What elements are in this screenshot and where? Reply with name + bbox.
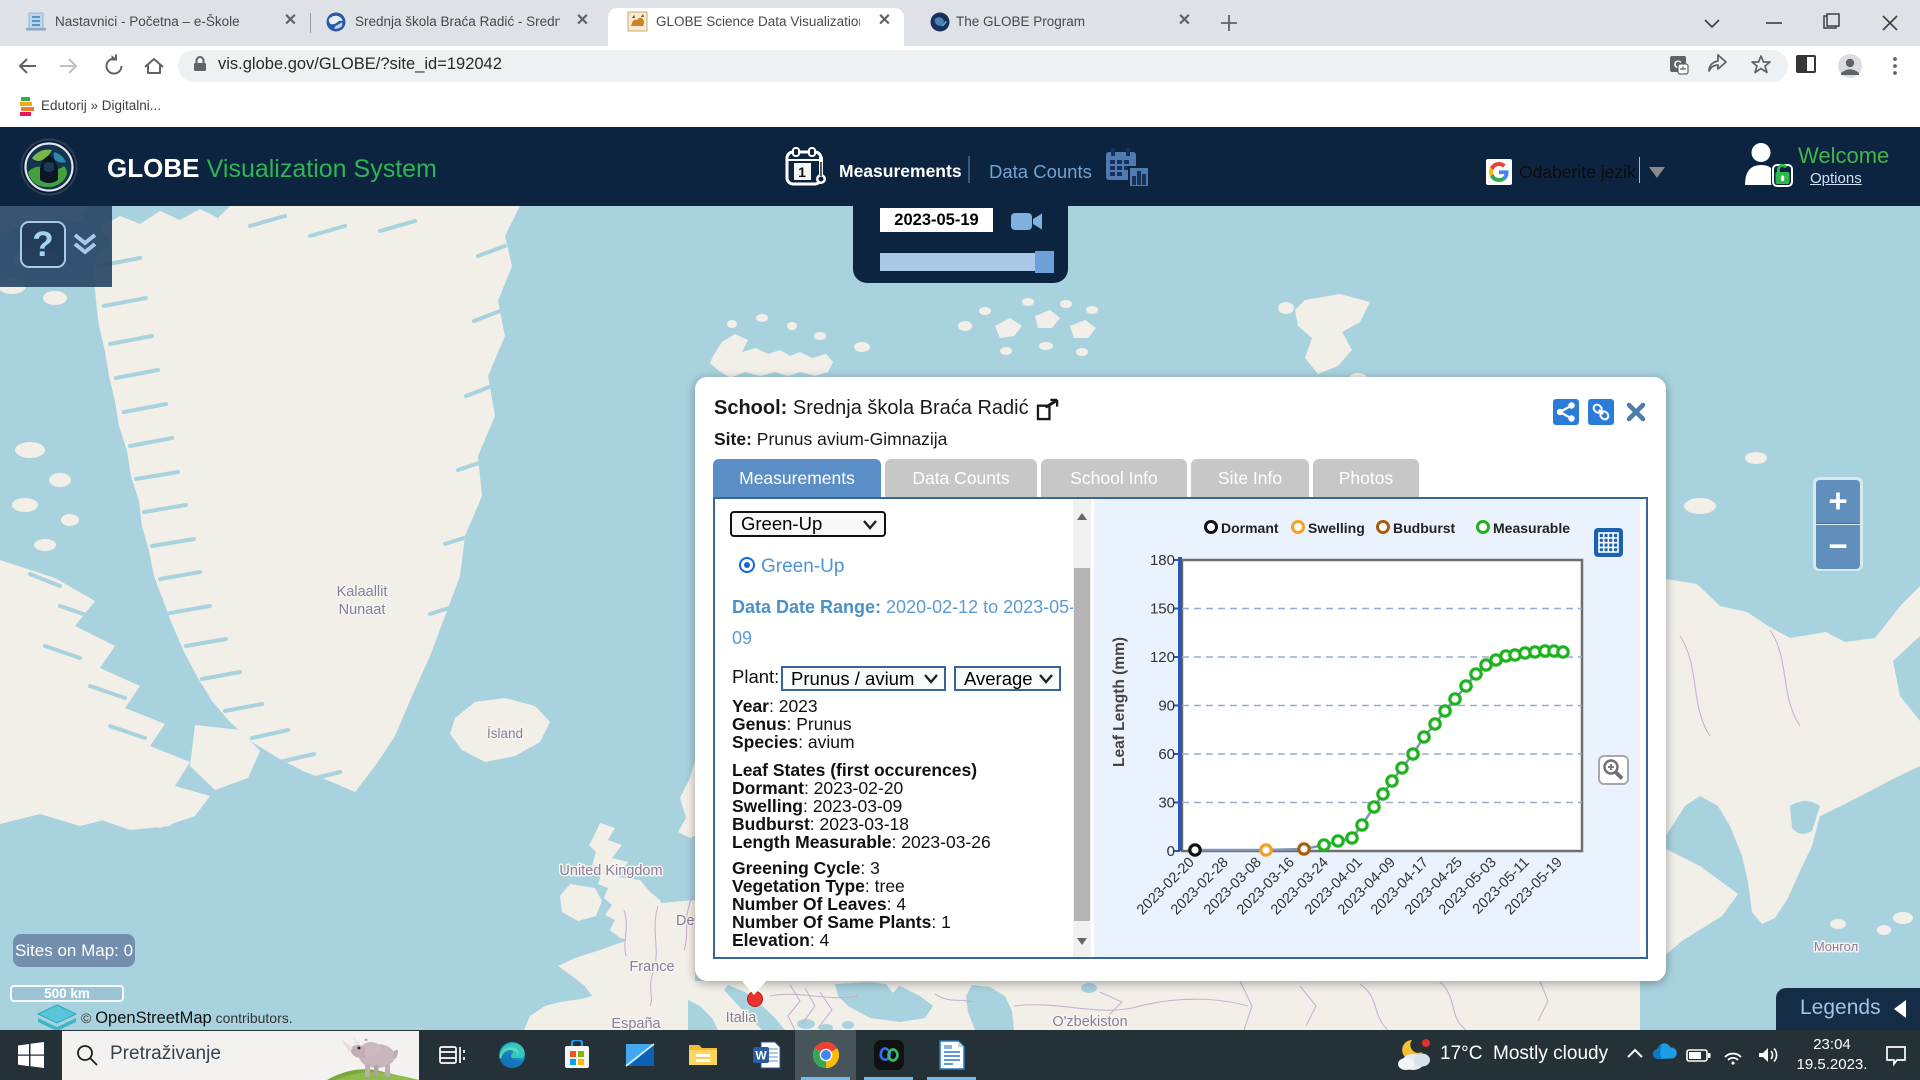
- svg-text:90: 90: [1158, 698, 1175, 715]
- svg-text:Italia: Italia: [726, 1010, 758, 1026]
- svg-text:0: 0: [1167, 843, 1175, 860]
- svg-text:180: 180: [1150, 552, 1175, 569]
- svg-text:60: 60: [1158, 746, 1175, 763]
- svg-text:Leaf Length (mm): Leaf Length (mm): [1111, 637, 1128, 767]
- svg-text:150: 150: [1150, 601, 1175, 618]
- svg-text:Budburst: Budburst: [1393, 520, 1456, 536]
- svg-text:United Kingdom: United Kingdom: [559, 863, 662, 879]
- svg-text:30: 30: [1158, 795, 1175, 812]
- svg-text:France: France: [629, 959, 674, 975]
- svg-text:Монгол: Монгол: [1814, 939, 1858, 954]
- svg-text:W: W: [755, 1049, 767, 1063]
- svg-text:Nunaat: Nunaat: [339, 602, 386, 618]
- svg-text:Swelling: Swelling: [1308, 520, 1365, 536]
- svg-text:Dormant: Dormant: [1221, 520, 1279, 536]
- svg-text:De: De: [676, 913, 695, 929]
- svg-text:España: España: [611, 1016, 661, 1030]
- svg-text:1: 1: [798, 164, 806, 180]
- svg-text:Kalaallit: Kalaallit: [337, 584, 388, 600]
- svg-text:Measurable: Measurable: [1493, 520, 1570, 536]
- svg-text:O'zbekiston: O'zbekiston: [1052, 1014, 1127, 1030]
- svg-text:120: 120: [1150, 649, 1175, 666]
- svg-text:Ísland: Ísland: [487, 726, 523, 741]
